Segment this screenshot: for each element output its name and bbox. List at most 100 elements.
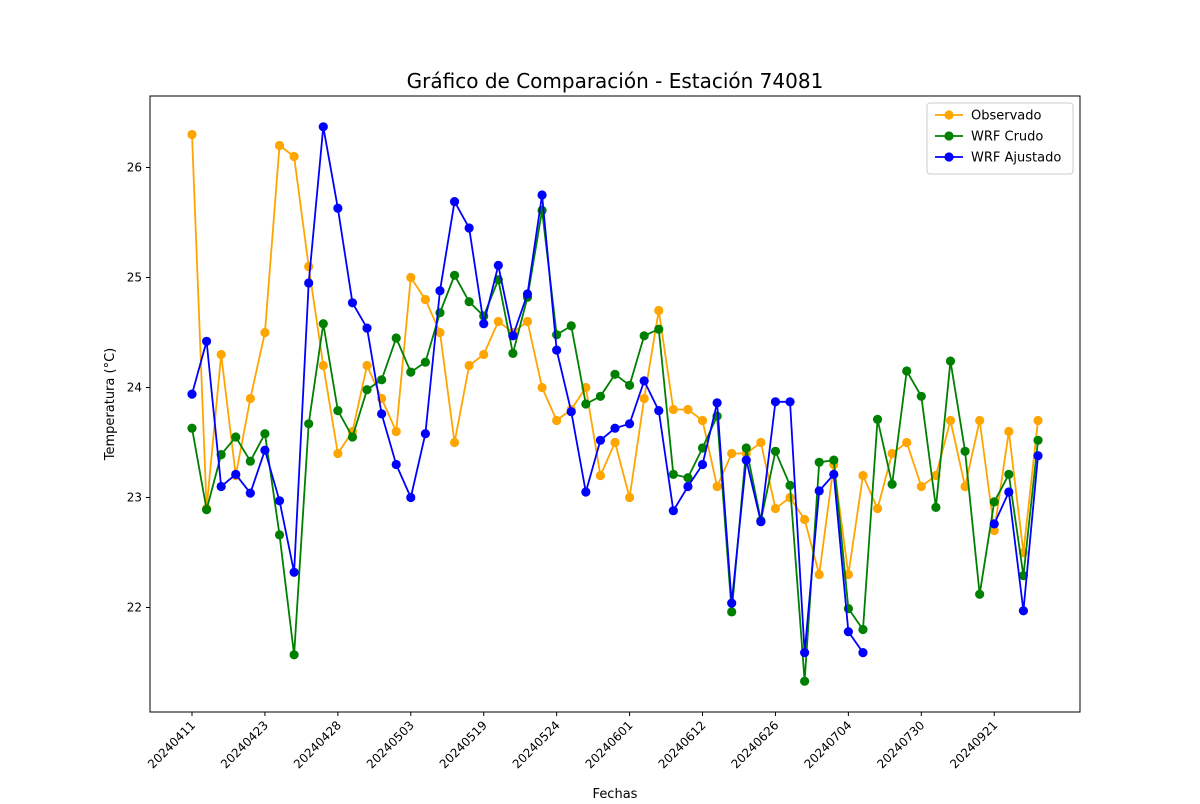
data-point: [464, 297, 474, 307]
data-point: [333, 448, 343, 459]
data-point: [333, 203, 343, 213]
data-point: [1033, 415, 1043, 426]
data-point: [420, 357, 430, 367]
data-point: [333, 406, 343, 416]
data-point: [231, 469, 241, 479]
data-point: [566, 407, 576, 417]
data-point: [406, 367, 416, 377]
data-point: [785, 480, 795, 490]
data-point: [639, 393, 649, 404]
data-point: [814, 457, 824, 467]
data-point: [843, 627, 853, 637]
data-point: [683, 473, 693, 483]
data-point: [727, 598, 737, 608]
data-point: [187, 389, 197, 399]
data-point: [800, 676, 810, 686]
data-point: [187, 423, 197, 433]
data-point: [727, 607, 737, 617]
series-line: [993, 455, 1039, 611]
data-point: [420, 429, 430, 439]
data-point: [858, 648, 868, 658]
data-point: [552, 330, 562, 340]
data-point: [668, 404, 678, 415]
data-point: [989, 519, 999, 529]
data-point: [829, 469, 839, 479]
data-point: [274, 140, 285, 151]
data-point: [537, 382, 547, 393]
data-point: [902, 437, 912, 448]
data-point: [260, 327, 270, 338]
data-point: [916, 391, 926, 401]
data-point: [435, 327, 445, 338]
data-point: [537, 190, 547, 200]
data-point: [552, 345, 562, 355]
data-point: [829, 455, 839, 465]
chart-title: Gráfico de Comparación - Estación 74081: [407, 69, 824, 93]
data-point: [245, 488, 255, 498]
x-axis-label: Fechas: [593, 787, 638, 800]
data-point: [464, 360, 474, 371]
data-point: [872, 503, 883, 514]
y-tick-label: 23: [127, 491, 142, 505]
data-point: [960, 481, 970, 492]
data-point: [493, 260, 503, 270]
data-point: [201, 336, 212, 346]
data-point: [858, 470, 868, 481]
data-point: [289, 650, 299, 660]
data-point: [902, 366, 912, 376]
series-1: [187, 205, 1043, 686]
data-point: [449, 270, 460, 280]
legend-label: WRF Crudo: [971, 130, 1043, 145]
data-point: [1004, 469, 1014, 479]
data-point: [406, 272, 416, 283]
data-point: [639, 331, 649, 341]
data-point: [785, 397, 795, 407]
data-point: [420, 294, 430, 305]
legend: Observado WRF Crudo WRF Ajustado: [926, 102, 1074, 175]
data-point: [697, 459, 708, 470]
data-point: [304, 278, 314, 288]
legend-box: [926, 102, 1074, 175]
data-point: [1033, 435, 1043, 445]
data-point: [668, 506, 678, 516]
data-point: [712, 398, 722, 408]
data-point: [858, 624, 868, 635]
legend-label: WRF Ajustado: [971, 151, 1061, 166]
y-axis-label: Temperatura (°C): [103, 348, 118, 461]
data-point: [479, 319, 489, 329]
data-point: [581, 399, 591, 409]
data-point: [989, 497, 999, 507]
data-point: [989, 525, 999, 536]
data-point: [493, 316, 503, 327]
data-point: [683, 481, 693, 492]
data-point: [931, 502, 941, 512]
data-point: [727, 448, 737, 459]
data-point: [960, 446, 970, 456]
data-point: [624, 419, 635, 429]
data-point: [683, 404, 693, 415]
data-point: [975, 415, 985, 426]
data-point: [887, 479, 897, 489]
y-tick-label: 22: [127, 601, 142, 615]
data-point: [741, 443, 751, 453]
data-point: [581, 487, 591, 497]
data-point: [289, 151, 299, 162]
data-point: [770, 397, 781, 407]
y-axis: 22 23 24 25 26: [127, 161, 150, 615]
data-point: [595, 391, 606, 401]
data-point: [522, 289, 533, 299]
data-point: [464, 223, 474, 233]
data-point: [624, 380, 635, 390]
data-point: [800, 648, 810, 658]
data-point: [916, 481, 926, 492]
data-point: [362, 385, 372, 395]
legend-marker: [944, 152, 954, 162]
data-point: [201, 505, 212, 515]
data-point: [975, 589, 985, 599]
data-point: [362, 323, 372, 333]
data-point: [610, 369, 620, 379]
data-point: [377, 375, 387, 385]
data-point: [610, 423, 620, 433]
